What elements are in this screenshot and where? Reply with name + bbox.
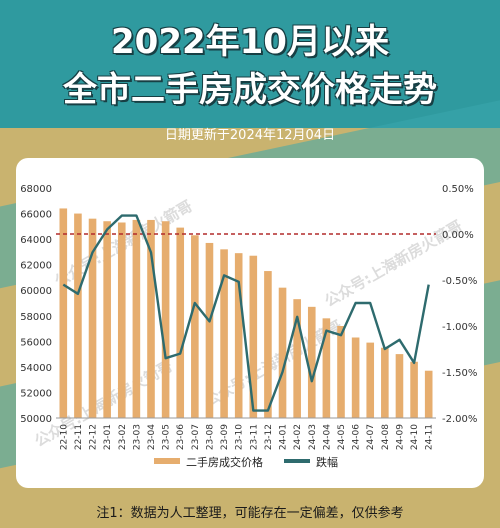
x-tick-label: 24-11: [425, 424, 435, 450]
x-tick-label: 24-10: [410, 424, 420, 450]
y-left-tick-label: 66000: [20, 210, 52, 221]
price-bar: [161, 221, 170, 418]
price-bar: [249, 255, 258, 418]
price-bar: [117, 222, 126, 418]
price-bar: [278, 287, 287, 418]
x-tick-label: 23-06: [176, 424, 186, 450]
price-bar: [351, 337, 360, 418]
x-tick-label: 22-11: [74, 424, 84, 450]
chart-card: 公众号:上海新房火箭哥公众号:上海新房火箭哥公众号:上海新房火箭哥公众号:上海新…: [16, 158, 484, 488]
legend-swatch-decline: [284, 459, 310, 463]
x-tick-label: 22-12: [89, 424, 99, 450]
update-date: 日期更新于2024年12月04日: [164, 128, 336, 143]
price-bar: [366, 342, 375, 418]
price-bar: [322, 318, 331, 418]
y-left-tick-label: 56000: [20, 337, 52, 348]
x-tick-label: 22-10: [59, 424, 69, 450]
y-right-tick-label: -1.50%: [442, 368, 477, 379]
price-bar: [410, 361, 418, 418]
footer-note: 注1：数据为人工整理，可能存在一定偏差，仅供参考: [96, 506, 404, 521]
price-bar: [191, 235, 199, 418]
y-right-tick-label: -0.50%: [442, 276, 477, 287]
x-tick-label: 23-02: [118, 424, 128, 450]
price-bar: [234, 253, 243, 418]
x-tick-label: 24-06: [352, 424, 362, 450]
x-tick-label: 23-05: [162, 424, 172, 450]
x-tick-label: 23-11: [249, 424, 259, 450]
x-tick-label: 23-08: [205, 424, 215, 450]
price-bar: [59, 208, 68, 418]
x-tick-label: 23-04: [147, 424, 157, 450]
y-left-tick-label: 52000: [20, 388, 52, 399]
price-bar: [147, 219, 155, 418]
price-bar: [103, 221, 111, 418]
x-tick-label: 24-09: [395, 424, 405, 450]
price-bar: [293, 299, 301, 418]
price-bar: [395, 354, 404, 418]
price-bar: [132, 219, 141, 418]
price-bar: [176, 227, 185, 418]
y-left-tick-label: 68000: [20, 184, 52, 195]
price-bar: [88, 218, 97, 418]
price-bar: [264, 271, 272, 418]
y-left-tick-label: 62000: [20, 261, 52, 272]
page-title-line1: 2022年10月以来: [111, 22, 389, 62]
price-bar: [220, 249, 228, 418]
x-tick-label: 23-01: [103, 424, 113, 450]
legend-swatch-price: [154, 458, 180, 464]
price-bar: [205, 242, 214, 418]
x-tick-label: 24-03: [308, 424, 318, 450]
x-tick-label: 24-04: [322, 424, 332, 450]
y-right-tick-label: 0.50%: [442, 184, 474, 195]
y-left-tick-label: 50000: [20, 414, 52, 425]
x-tick-label: 24-07: [366, 424, 376, 450]
x-tick-label: 24-01: [279, 424, 289, 450]
x-tick-label: 23-12: [264, 424, 274, 450]
y-right-tick-label: 0.00%: [442, 230, 474, 241]
price-bar: [381, 347, 389, 418]
x-tick-label: 23-10: [235, 424, 245, 450]
x-tick-label: 23-09: [220, 424, 230, 450]
x-tick-label: 23-03: [132, 424, 142, 450]
y-right-tick-label: -1.00%: [442, 322, 477, 333]
x-tick-label: 24-08: [381, 424, 391, 450]
price-trend-chart: 公众号:上海新房火箭哥公众号:上海新房火箭哥公众号:上海新房火箭哥公众号:上海新…: [20, 184, 477, 469]
y-left-tick-label: 60000: [20, 286, 52, 297]
page-title-line2: 全市二手房成交价格走势: [63, 70, 437, 110]
y-left-tick-label: 64000: [20, 235, 52, 246]
x-tick-label: 24-02: [293, 424, 303, 450]
header-band: [0, 0, 500, 128]
price-bar: [424, 370, 433, 418]
legend-label-price: 二手房成交价格: [186, 455, 263, 469]
x-tick-label: 24-05: [337, 424, 347, 450]
legend-label-decline: 跌幅: [316, 455, 338, 469]
price-bar: [337, 326, 345, 418]
x-tick-label: 23-07: [191, 424, 201, 450]
y-left-tick-label: 58000: [20, 312, 52, 323]
y-right-tick-label: -2.00%: [442, 414, 477, 425]
y-left-tick-label: 54000: [20, 363, 52, 374]
price-bar: [307, 306, 316, 418]
decline-rate-line: [62, 214, 430, 412]
price-bar: [74, 213, 82, 418]
